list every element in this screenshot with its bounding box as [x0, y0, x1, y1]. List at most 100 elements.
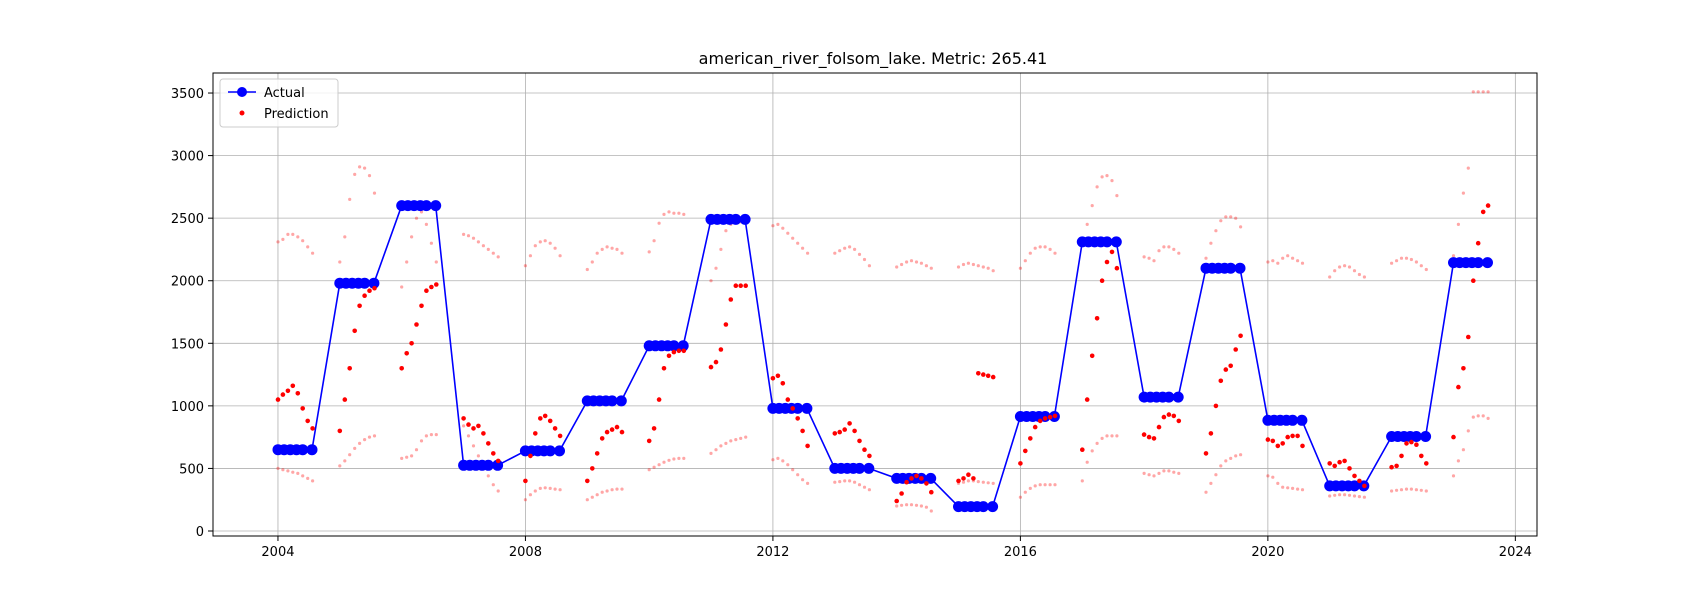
prediction-upper-point	[1333, 269, 1337, 273]
y-tick-label: 2500	[171, 212, 204, 227]
prediction-lower-point	[895, 504, 899, 508]
prediction-lower-point	[1147, 473, 1151, 477]
prediction-point	[1099, 278, 1105, 284]
prediction-upper-point	[1481, 90, 1485, 94]
prediction-upper-point	[801, 246, 805, 250]
prediction-point	[357, 303, 362, 309]
actual-marker	[1420, 431, 1432, 442]
prediction-lower-point	[466, 434, 471, 438]
prediction-upper-point	[590, 260, 594, 264]
prediction-point	[481, 431, 486, 436]
prediction-upper-point	[662, 212, 666, 216]
prediction-upper-point	[281, 237, 285, 241]
prediction-upper-point	[1347, 265, 1352, 269]
actual-series-layer	[272, 200, 1493, 513]
prediction-upper-point	[471, 236, 476, 240]
prediction-lower-point	[924, 505, 929, 509]
actual-marker	[615, 395, 627, 407]
prediction-lower-point	[462, 424, 466, 428]
prediction-point	[1151, 436, 1157, 441]
prediction-lower-point	[682, 456, 686, 460]
prediction-upper-point	[1343, 264, 1347, 268]
prediction-upper-point	[372, 191, 377, 195]
prediction-lower-point	[358, 441, 362, 445]
prediction-point	[399, 366, 405, 371]
prediction-upper-point	[306, 245, 310, 249]
prediction-upper-point	[419, 210, 424, 214]
prediction-upper-point	[1395, 259, 1399, 263]
prediction-upper-point	[791, 236, 795, 240]
prediction-lower-point	[1105, 434, 1109, 438]
prediction-point	[434, 282, 439, 287]
prediction-point	[676, 348, 682, 354]
prediction-lower-point	[558, 488, 562, 492]
prediction-point	[1213, 403, 1219, 409]
prediction-lower-point	[734, 438, 738, 442]
prediction-upper-point	[523, 264, 528, 268]
prediction-lower-point	[771, 458, 775, 462]
prediction-upper-point	[343, 235, 347, 239]
prediction-lower-point	[1157, 471, 1161, 475]
prediction-upper-point	[1414, 260, 1418, 264]
actual-marker	[1234, 262, 1246, 274]
prediction-lower-point	[724, 441, 728, 445]
prediction-point	[1275, 443, 1281, 449]
prediction-point	[1475, 240, 1481, 246]
prediction-lower-point	[1110, 434, 1114, 438]
prediction-lower-point	[1085, 460, 1089, 464]
prediction-lower-point	[311, 479, 315, 483]
prediction-upper-point	[1357, 272, 1361, 277]
prediction-point	[990, 374, 996, 380]
prediction-lower-point	[776, 456, 780, 460]
prediction-point	[614, 424, 620, 430]
prediction-upper-point	[1053, 251, 1057, 255]
prediction-lower-point	[1167, 469, 1171, 473]
prediction-upper-point	[1115, 194, 1119, 198]
actual-marker	[1163, 391, 1175, 403]
prediction-upper-point	[1281, 256, 1285, 260]
prediction-point	[1032, 424, 1038, 430]
actual-marker	[1410, 431, 1422, 442]
prediction-point	[495, 458, 501, 464]
prediction-point	[713, 359, 719, 365]
prediction-upper-point	[1291, 256, 1295, 260]
prediction-point	[419, 303, 424, 309]
prediction-lower-point	[1152, 474, 1156, 478]
prediction-point	[290, 383, 296, 389]
prediction-lower-point	[1271, 475, 1275, 479]
prediction-lower-point	[1424, 489, 1428, 493]
prediction-point	[770, 376, 776, 381]
axes-layer: 2004 2008 2012 2016 2020 2024 0 500 1000 1500 2000…	[171, 87, 1532, 560]
prediction-upper-point	[657, 221, 661, 225]
prediction-point	[1280, 441, 1285, 446]
prediction-lower-point	[1043, 483, 1047, 487]
prediction-upper-point	[905, 260, 909, 264]
prediction-lower-point	[1333, 493, 1337, 497]
actual-marker	[554, 445, 565, 457]
prediction-lower-point	[1414, 488, 1418, 492]
prediction-band-layer	[276, 90, 1490, 513]
prediction-upper-point	[1038, 245, 1042, 249]
prediction-upper-point	[1100, 175, 1104, 179]
prediction-lower-point	[1177, 471, 1181, 475]
prediction-upper-point	[558, 254, 562, 258]
prediction-point	[1471, 278, 1476, 284]
prediction-point	[1094, 316, 1100, 321]
actual-marker	[1101, 236, 1113, 248]
x-tick-label: 2012	[756, 545, 789, 560]
prediction-point	[728, 297, 734, 302]
prediction-lower-point	[424, 434, 428, 438]
prediction-lower-point	[367, 435, 372, 439]
prediction-lower-point	[1033, 484, 1037, 488]
prediction-upper-point	[1090, 204, 1094, 208]
prediction-point	[671, 349, 677, 355]
prediction-point	[924, 481, 929, 486]
prediction-lower-point	[1090, 449, 1094, 453]
prediction-lower-point	[620, 487, 624, 491]
x-tick-label: 2020	[1251, 545, 1284, 560]
prediction-upper-point	[363, 166, 367, 170]
prediction-lower-point	[348, 453, 352, 457]
prediction-upper-point	[1239, 225, 1243, 229]
prediction-upper-point	[301, 239, 305, 243]
